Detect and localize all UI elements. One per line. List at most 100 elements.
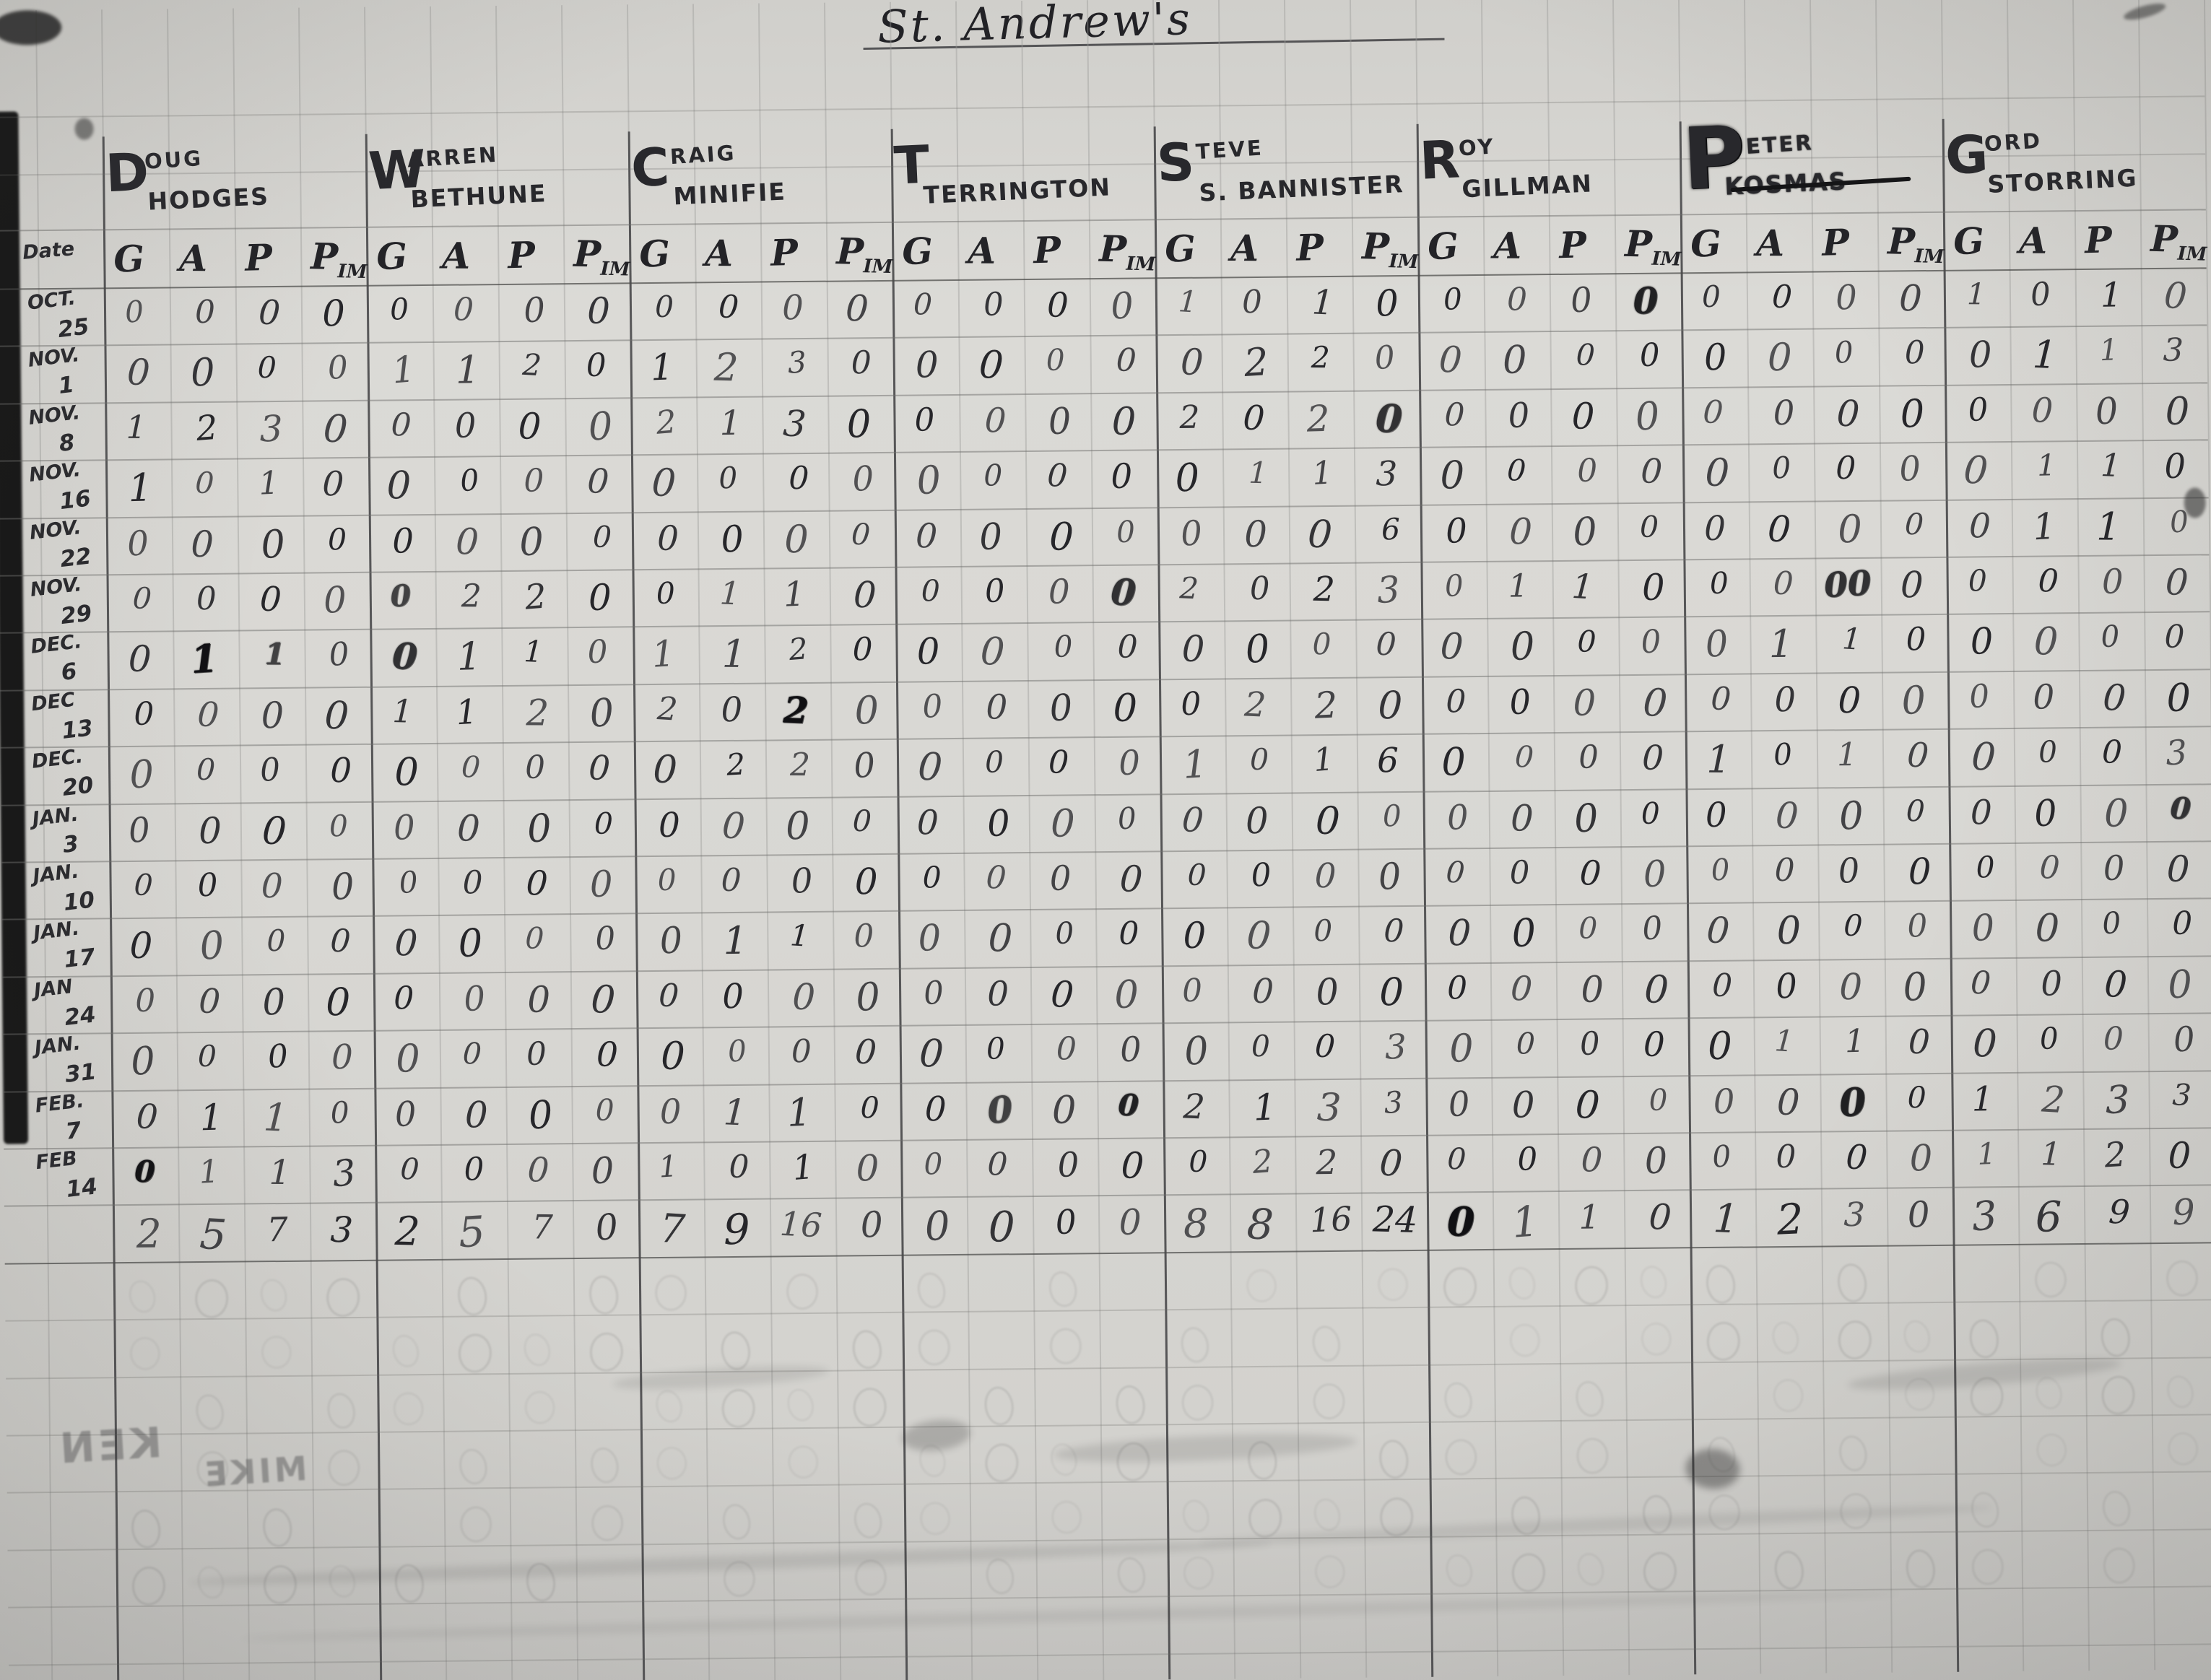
stat-cell: 0 xyxy=(259,751,282,790)
bleed-through-mark xyxy=(591,1505,624,1541)
stat-cell: 0 xyxy=(1703,508,1726,549)
stat-cell: 0 xyxy=(391,634,419,679)
row-date-day: 14 xyxy=(64,1173,99,1203)
stat-cell: 0 xyxy=(1843,908,1864,944)
bleed-through-mark xyxy=(588,1331,625,1373)
stat-cell: 0 xyxy=(853,688,880,734)
stat-cell: 0 xyxy=(986,974,1009,1014)
stat-cell: 0 xyxy=(1640,451,1664,492)
stat-cell: 0 xyxy=(399,1151,420,1188)
bleed-through-mark xyxy=(852,1386,888,1428)
stat-cell: 0 xyxy=(1771,278,1794,316)
stat-cell: 0 xyxy=(1776,1138,1797,1176)
stat-cell: 0 xyxy=(1975,849,1996,885)
stat-cell: 1 xyxy=(269,1152,291,1193)
stat-cell: 0 xyxy=(1446,1141,1467,1177)
bleed-through-mark xyxy=(2166,1431,2200,1467)
row-date-day: 10 xyxy=(61,887,96,916)
stat-cell: 2 xyxy=(1243,684,1267,726)
stat-cell: 0 xyxy=(1571,509,1599,555)
row-date-month: DEC. xyxy=(29,630,83,659)
stat-cell: 0 xyxy=(2103,962,2129,1006)
stat-cell: 0 xyxy=(1048,744,1070,782)
stat-cell: 0 xyxy=(1837,507,1863,552)
stat-cell: 0 xyxy=(257,350,277,386)
stat-cell: 1 xyxy=(2100,447,2122,485)
stat-cell: 0 xyxy=(1054,915,1075,952)
stat-cell: 1 xyxy=(2031,333,2058,378)
bleed-through-mark xyxy=(786,1273,819,1310)
stat-cell: 0 xyxy=(1248,570,1271,608)
stat-cell: 0 xyxy=(388,291,410,327)
stat-cell: 0 xyxy=(126,523,150,565)
bleed-through-mark xyxy=(129,1507,164,1551)
row-date-month: JAN. xyxy=(32,917,81,945)
stat-cell: 2 xyxy=(136,1210,162,1258)
bleed-through-mark xyxy=(1313,1383,1345,1420)
stat-cell: 2 xyxy=(2041,1078,2067,1121)
stat-cell: 0 xyxy=(1643,1139,1669,1183)
stat-cell: 0 xyxy=(323,693,350,739)
bleed-through-mark xyxy=(1573,1265,1610,1306)
bleed-through-smudge xyxy=(900,1416,973,1455)
row-date-day: 22 xyxy=(58,542,93,573)
stat-cell: 0 xyxy=(1241,283,1263,321)
player-first-name: OY xyxy=(1457,134,1496,161)
bleed-through-mark xyxy=(1703,1263,1738,1306)
stat-cell: 0 xyxy=(985,1031,1006,1067)
stat-cell: 0 xyxy=(854,861,878,903)
bleed-through-mark xyxy=(1177,1324,1212,1366)
stat-cell: 1 xyxy=(789,918,810,954)
bleed-through-mark xyxy=(455,1274,490,1318)
stat-cell: 0 xyxy=(391,521,414,562)
stat-cell: 0 xyxy=(1377,683,1403,728)
stat-cell: 0 xyxy=(1701,393,1725,432)
stat-cell: 0 xyxy=(1056,1030,1077,1069)
row-date-day: 17 xyxy=(62,944,97,974)
stat-cell: 2 xyxy=(656,689,679,728)
row-date-day: 7 xyxy=(64,1117,83,1145)
stat-cell: 1 xyxy=(391,692,414,731)
stat-cell: 0 xyxy=(1441,740,1467,785)
stat-cell: 0 xyxy=(390,406,412,444)
stat-cell: 0 xyxy=(1907,1079,1927,1115)
stat-cell: 0 xyxy=(1446,970,1468,1007)
stat-cell: 6 xyxy=(1376,741,1399,781)
stat-cell: 0 xyxy=(2101,905,2123,941)
stat-cell: 0 xyxy=(2102,848,2126,889)
stat-cell: 0 xyxy=(1118,915,1139,953)
bleed-through-mark xyxy=(654,1274,687,1312)
stat-column-header: G xyxy=(638,232,672,276)
stat-cell: 0 xyxy=(1048,514,1074,560)
stat-cell: 0 xyxy=(1970,734,1997,780)
stat-cell: 0 xyxy=(1249,742,1269,778)
stat-cell: 0 xyxy=(1904,334,1925,372)
player-first-name: ETER xyxy=(1745,130,1815,159)
stat-cell: 0 xyxy=(1968,563,1988,599)
stat-cell: 0 xyxy=(1766,507,1792,551)
left-edge-shadow xyxy=(0,111,29,1144)
bleed-through-mark xyxy=(256,1275,291,1315)
stat-cell: 1 xyxy=(1312,741,1336,780)
date-column-header: Date xyxy=(22,238,76,264)
stat-cell: 0 xyxy=(1174,456,1201,501)
stat-cell: 0 xyxy=(1771,450,1792,486)
stat-cell: 1 xyxy=(1181,742,1209,788)
stat-cell: 8 xyxy=(1182,1200,1209,1248)
stat-cell: 1 xyxy=(1508,567,1529,605)
stat-column-header: P xyxy=(770,230,799,274)
bleed-through-mark xyxy=(260,1505,295,1549)
stat-cell: 0 xyxy=(1245,799,1269,843)
bleed-through-mark xyxy=(1182,1555,1215,1591)
stat-cell: 0 xyxy=(2099,619,2121,655)
stat-cell: 0 xyxy=(1108,284,1136,328)
stat-cell: 0 xyxy=(1838,1079,1867,1126)
stat-column-header: A xyxy=(179,236,208,280)
bleed-through-mark xyxy=(1971,1549,2004,1585)
stat-cell: 0 xyxy=(327,521,347,557)
stat-cell: 6 xyxy=(2035,1192,2062,1242)
stat-cell: 0 xyxy=(1578,853,1602,895)
stat-cell: 0 xyxy=(721,976,745,1017)
stat-cell: 3 xyxy=(329,1209,355,1252)
player-last-name: BETHUNE xyxy=(409,179,548,214)
